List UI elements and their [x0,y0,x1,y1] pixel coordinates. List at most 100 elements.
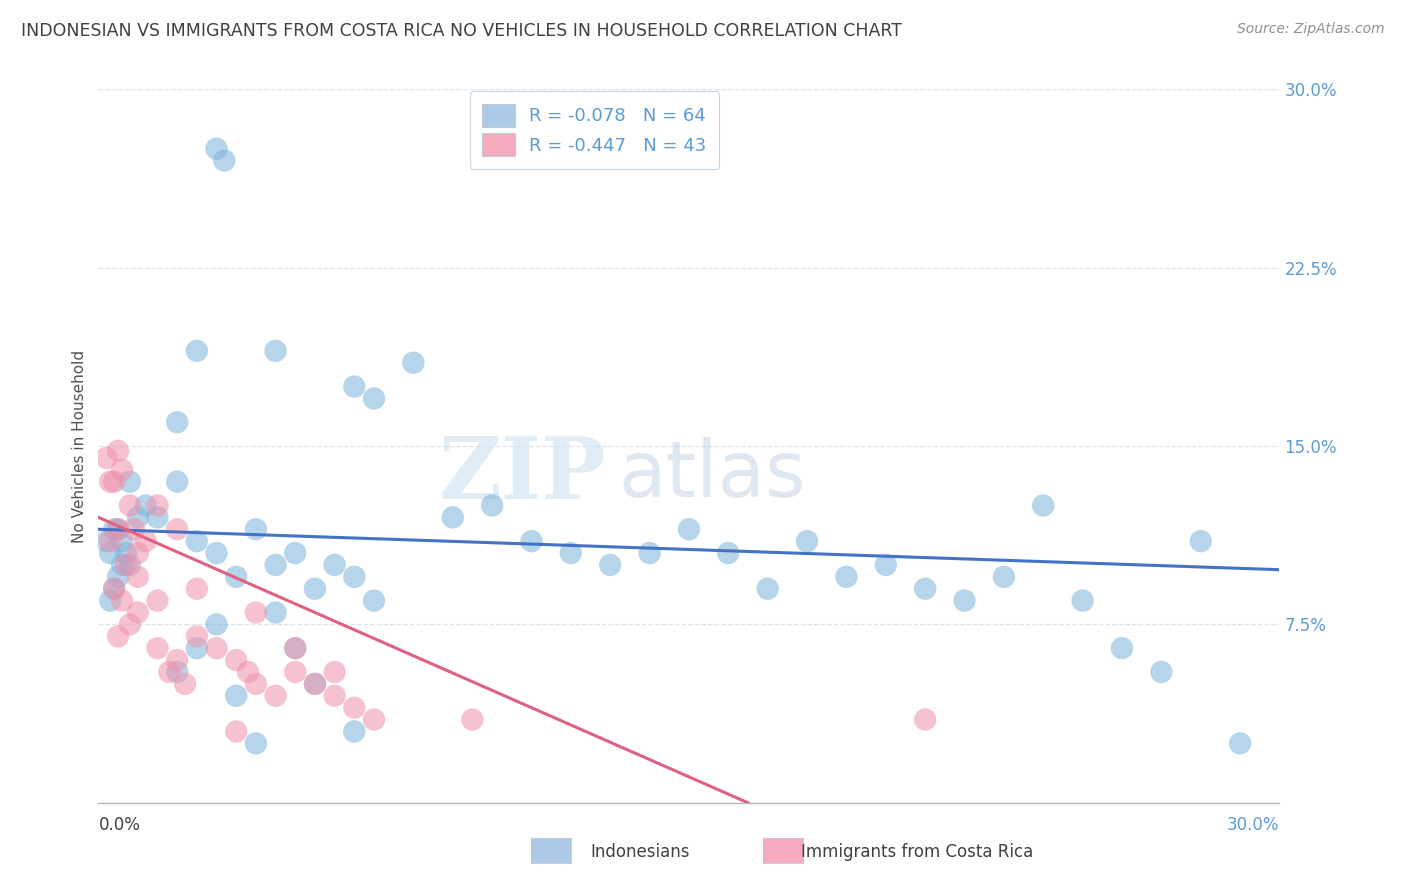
Point [135,534,157,549]
Point [107,522,129,536]
Text: ZIP: ZIP [439,433,606,516]
Point [1229,736,1251,750]
Text: Immigrants from Costa Rica: Immigrants from Costa Rica [801,843,1033,861]
Point [115,546,138,560]
Point [111,463,134,477]
Y-axis label: No Vehicles in Household: No Vehicles in Household [72,350,87,542]
Point [122,522,145,536]
Point [1032,499,1054,513]
Point [127,546,149,560]
Point [756,582,779,596]
Point [146,593,169,607]
Point [166,653,188,667]
Point [111,534,134,549]
Point [118,617,141,632]
Point [186,343,208,358]
Point [402,356,425,370]
Text: Indonesians: Indonesians [591,843,690,861]
Point [225,724,247,739]
Point [323,665,346,679]
Point [1111,641,1133,656]
Point [343,700,366,714]
Point [186,641,208,656]
Point [678,522,700,536]
Point [1189,534,1212,549]
Point [146,641,169,656]
Point [96,534,118,549]
Point [284,546,307,560]
Point [461,713,484,727]
Point [103,582,125,596]
Point [146,499,169,513]
Point [599,558,621,572]
Point [118,475,141,489]
Point [304,677,326,691]
Point [98,593,121,607]
Point [186,534,208,549]
Point [236,665,259,679]
Point [1150,665,1173,679]
Point [914,582,936,596]
Point [304,677,326,691]
Point [186,582,208,596]
Point [835,570,858,584]
Text: 30.0%: 30.0% [1227,816,1279,834]
Point [304,582,326,596]
Point [343,724,366,739]
Text: 0.0%: 0.0% [98,816,141,834]
Point [264,689,287,703]
Point [98,475,121,489]
Point [323,558,346,572]
Point [98,546,121,560]
Point [107,443,129,458]
Point [264,606,287,620]
Point [343,379,366,393]
Point [127,570,149,584]
Point [166,522,188,536]
Point [245,522,267,536]
Point [135,499,157,513]
Legend: R = -0.078   N = 64, R = -0.447   N = 43: R = -0.078 N = 64, R = -0.447 N = 43 [470,91,720,169]
Point [993,570,1015,584]
Point [103,582,125,596]
Point [146,510,169,524]
Point [363,593,385,607]
Point [166,475,188,489]
Text: INDONESIAN VS IMMIGRANTS FROM COSTA RICA NO VEHICLES IN HOUSEHOLD CORRELATION CH: INDONESIAN VS IMMIGRANTS FROM COSTA RICA… [21,22,903,40]
Point [914,713,936,727]
Point [115,558,138,572]
Point [560,546,582,560]
Point [111,558,134,572]
Point [323,689,346,703]
Point [225,689,247,703]
Point [118,558,141,572]
Point [205,641,228,656]
Point [127,510,149,524]
Point [875,558,897,572]
Text: Source: ZipAtlas.com: Source: ZipAtlas.com [1237,22,1385,37]
Point [441,510,464,524]
Point [520,534,543,549]
Point [717,546,740,560]
Point [225,653,247,667]
Point [107,629,129,643]
Point [157,665,180,679]
Point [214,153,236,168]
Point [343,570,366,584]
Point [1071,593,1094,607]
Point [107,570,129,584]
Point [264,558,287,572]
Point [186,629,208,643]
Point [118,499,141,513]
Point [111,593,134,607]
Point [174,677,197,691]
Point [245,677,267,691]
Point [205,546,228,560]
Point [127,606,149,620]
Point [363,713,385,727]
Point [284,641,307,656]
Point [363,392,385,406]
Point [225,570,247,584]
Point [205,142,228,156]
Point [103,475,125,489]
